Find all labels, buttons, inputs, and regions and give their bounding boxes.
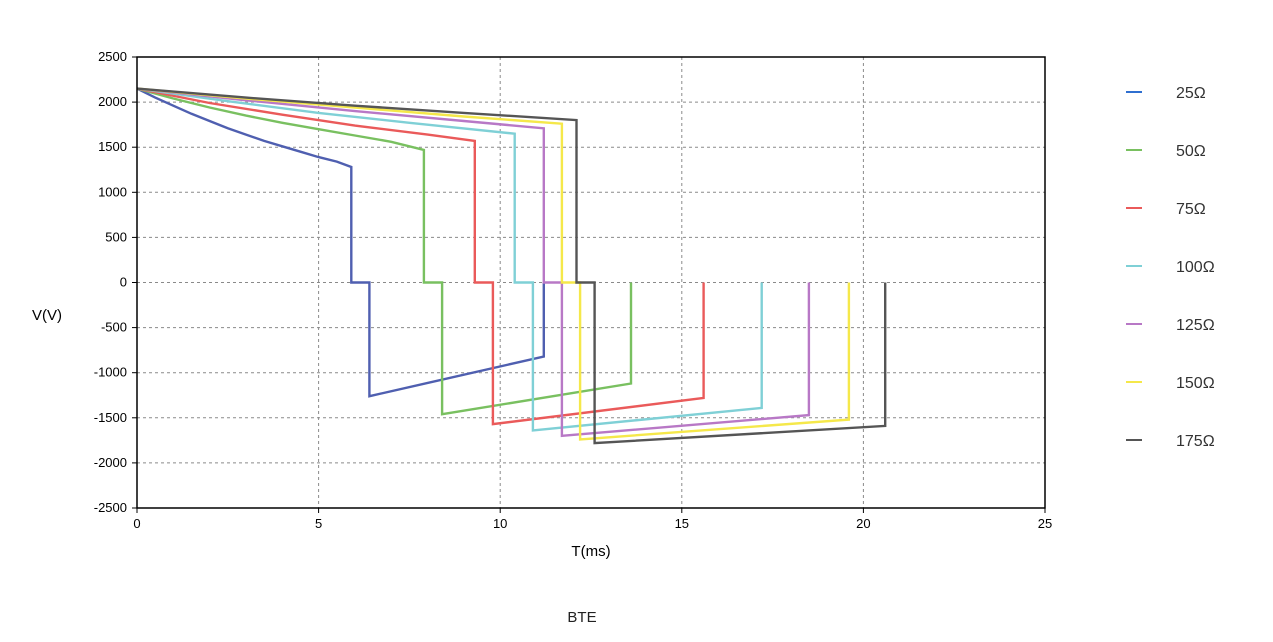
y-tick-label: 0	[120, 275, 127, 290]
y-axis-label: V(V)	[32, 307, 62, 324]
series-line-2	[136, 87, 633, 416]
series-lines	[136, 87, 887, 445]
x-axis-ticks: 0 5 10 15 20 25	[133, 508, 1052, 531]
legend-label: 100Ω	[1176, 259, 1215, 276]
x-tick-label: 5	[315, 516, 322, 531]
legend-label: 175Ω	[1176, 433, 1215, 450]
x-tick-label: 25	[1038, 516, 1052, 531]
y-tick-label: -1500	[94, 410, 127, 425]
series-line-6	[136, 87, 851, 441]
x-tick-label: 15	[675, 516, 689, 531]
y-tick-label: -1000	[94, 365, 127, 380]
series-line-1	[136, 87, 545, 398]
series-line-3	[136, 87, 705, 426]
legend: 25Ω 50Ω 75Ω 100Ω 125Ω 150Ω 175Ω	[1126, 85, 1215, 450]
y-tick-label: 2500	[98, 49, 127, 64]
series-line-7	[136, 87, 887, 445]
x-tick-label: 10	[493, 516, 507, 531]
y-tick-label: 1000	[98, 184, 127, 199]
y-tick-label: 1500	[98, 139, 127, 154]
y-tick-label: -2500	[94, 500, 127, 515]
legend-label: 50Ω	[1176, 143, 1206, 160]
y-axis-ticks: 2500 2000 1500 1000 500 0 -500 -1000 -1500 -2000 -…	[94, 49, 137, 515]
x-axis-label: T(ms)	[571, 543, 610, 560]
y-tick-label: -2000	[94, 455, 127, 470]
y-tick-label: -500	[101, 320, 127, 335]
series-line-5	[136, 87, 811, 438]
y-tick-label: 2000	[98, 94, 127, 109]
legend-label: 75Ω	[1176, 201, 1206, 218]
chart-caption: BTE	[567, 609, 596, 626]
legend-label: 25Ω	[1176, 85, 1206, 102]
x-tick-label: 0	[133, 516, 140, 531]
legend-label: 150Ω	[1176, 375, 1215, 392]
x-tick-label: 20	[856, 516, 870, 531]
series-line-4	[136, 87, 763, 432]
legend-label: 125Ω	[1176, 317, 1215, 334]
y-tick-label: 500	[105, 229, 127, 244]
